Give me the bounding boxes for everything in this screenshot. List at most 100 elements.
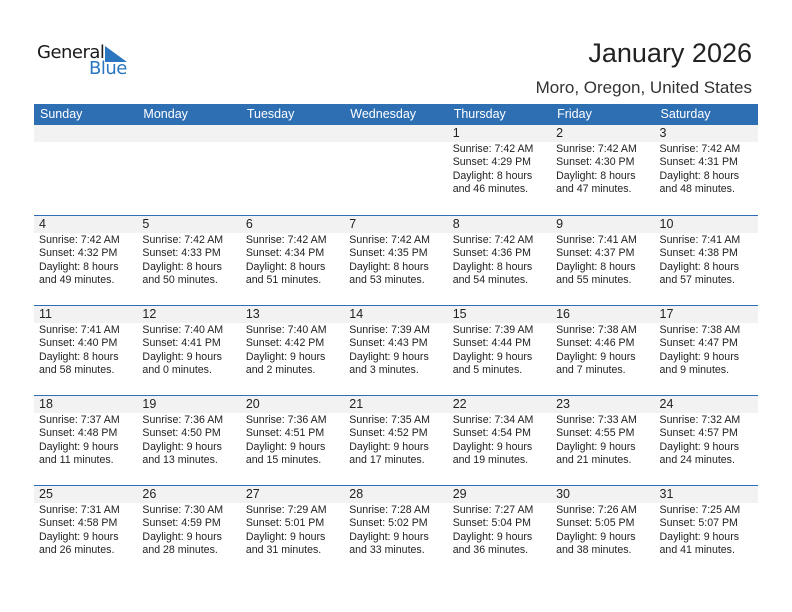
day-number: 17 (654, 306, 758, 323)
sunset-text: Sunset: 4:38 PM (659, 247, 738, 259)
daylight-text: and 50 minutes. (142, 274, 218, 286)
sunset-text: Sunset: 4:33 PM (142, 247, 221, 259)
daylight-text: Daylight: 9 hours (659, 440, 740, 453)
location-subtitle: Moro, Oregon, United States (535, 78, 752, 97)
daylight-text: and 51 minutes. (245, 274, 322, 286)
daylight-text: and 55 minutes. (556, 274, 632, 286)
daylight-text: Daylight: 9 hours (349, 530, 429, 543)
daylight-text: Daylight: 9 hours (556, 530, 636, 543)
sunset-text: Sunset: 4:59 PM (142, 517, 221, 529)
sunrise-text: Sunrise: 7:42 AM (39, 233, 120, 246)
daylight-text: and 11 minutes. (39, 454, 114, 466)
sunset-text: Sunset: 5:04 PM (452, 517, 532, 529)
week-row: 18 Sunrise: 7:37 AM Sunset: 4:48 PM Dayligh… (34, 395, 758, 485)
day-cell: 12 Sunrise: 7:40 AM Sunset: 4:41 PM Dayligh… (137, 306, 241, 395)
day-cell: 6 Sunrise: 7:42 AM Sunset: 4:34 PM Daylight… (240, 216, 345, 305)
daylight-text: and 49 minutes. (39, 274, 115, 286)
sunrise-text: Sunrise: 7:41 AM (39, 323, 120, 336)
day-number: 21 (344, 396, 448, 413)
daylight-text: and 24 minutes. (659, 454, 735, 466)
day-number: 7 (344, 216, 448, 233)
daylight-text: and 53 minutes. (349, 274, 425, 286)
logo-word-general: General (37, 42, 105, 63)
sunset-text: Sunset: 5:07 PM (659, 517, 738, 529)
day-cell: 15 Sunrise: 7:39 AM Sunset: 4:44 PM Dayligh… (447, 306, 552, 395)
sunrise-text: Sunrise: 7:40 AM (142, 323, 224, 336)
daylight-text: Daylight: 9 hours (349, 440, 429, 453)
day-cell: 5 Sunrise: 7:42 AM Sunset: 4:33 PM Daylight… (137, 216, 241, 305)
daylight-text: and 19 minutes. (452, 454, 529, 466)
daylight-text: Daylight: 8 hours (39, 260, 119, 273)
day-number: 13 (240, 306, 345, 323)
sunrise-text: Sunrise: 7:34 AM (452, 413, 534, 426)
daylight-text: and 15 minutes. (245, 454, 322, 466)
day-number (34, 125, 138, 142)
daylight-text: Daylight: 8 hours (245, 260, 326, 273)
day-info: Sunrise: 7:42 AM Sunset: 4:36 PM Daylight:… (448, 233, 551, 288)
daylight-text: Daylight: 8 hours (349, 260, 429, 273)
daylight-text: and 13 minutes. (142, 454, 218, 466)
sunset-text: Sunset: 5:01 PM (245, 517, 325, 529)
daylight-text: and 48 minutes. (659, 183, 735, 195)
daylight-text: Daylight: 8 hours (142, 260, 222, 273)
sunrise-text: Sunrise: 7:37 AM (39, 413, 120, 426)
empty-day-cell (137, 125, 241, 215)
day-number: 24 (654, 396, 758, 413)
day-cell: 24 Sunrise: 7:32 AM Sunset: 4:57 PM Dayligh… (654, 396, 758, 485)
sunset-text: Sunset: 4:29 PM (452, 156, 532, 168)
empty-day-cell (34, 125, 138, 215)
day-cell: 21 Sunrise: 7:35 AM Sunset: 4:52 PM Dayligh… (344, 396, 448, 485)
day-number: 10 (654, 216, 758, 233)
day-number: 20 (240, 396, 345, 413)
sunset-text: Sunset: 4:51 PM (245, 427, 325, 439)
day-cell: 8 Sunrise: 7:42 AM Sunset: 4:36 PM Daylight… (447, 216, 552, 305)
empty-day-cell (344, 125, 448, 215)
sunrise-text: Sunrise: 7:38 AM (556, 323, 637, 336)
day-cell: 1 Sunrise: 7:42 AM Sunset: 4:29 PM Daylight… (447, 125, 552, 215)
day-cell: 14 Sunrise: 7:39 AM Sunset: 4:43 PM Dayligh… (344, 306, 448, 395)
day-cell: 22 Sunrise: 7:34 AM Sunset: 4:54 PM Dayligh… (447, 396, 552, 485)
sunset-text: Sunset: 4:47 PM (659, 337, 738, 349)
daylight-text: and 36 minutes. (452, 544, 529, 556)
day-number: 19 (137, 396, 241, 413)
day-number (240, 125, 345, 142)
sunrise-text: Sunrise: 7:41 AM (556, 233, 637, 246)
day-info: Sunrise: 7:37 AM Sunset: 4:48 PM Daylight:… (34, 413, 137, 468)
daylight-text: and 2 minutes. (245, 364, 316, 376)
day-info: Sunrise: 7:42 AM Sunset: 4:33 PM Daylight:… (137, 233, 240, 288)
day-info: Sunrise: 7:40 AM Sunset: 4:41 PM Daylight:… (137, 323, 240, 378)
day-info: Sunrise: 7:38 AM Sunset: 4:46 PM Daylight:… (551, 323, 654, 378)
day-number: 2 (551, 125, 655, 142)
sunset-text: Sunset: 4:52 PM (349, 427, 428, 439)
daylight-text: and 28 minutes. (142, 544, 218, 556)
day-info: Sunrise: 7:42 AM Sunset: 4:34 PM Daylight:… (241, 233, 344, 288)
daylight-text: Daylight: 8 hours (556, 260, 636, 273)
sunset-text: Sunset: 4:30 PM (556, 156, 635, 168)
sunrise-text: Sunrise: 7:25 AM (659, 503, 741, 516)
daylight-text: Daylight: 9 hours (39, 530, 119, 543)
day-number: 15 (447, 306, 552, 323)
sunrise-text: Sunrise: 7:39 AM (452, 323, 534, 336)
day-info: Sunrise: 7:42 AM Sunset: 4:31 PM Daylight:… (655, 142, 758, 197)
daylight-text: Daylight: 8 hours (556, 169, 636, 182)
day-number: 23 (551, 396, 655, 413)
daylight-text: and 21 minutes. (556, 454, 632, 466)
sunrise-text: Sunrise: 7:40 AM (245, 323, 327, 336)
day-cell: 10 Sunrise: 7:41 AM Sunset: 4:38 PM Dayligh… (654, 216, 758, 305)
day-info: Sunrise: 7:42 AM Sunset: 4:29 PM Daylight:… (448, 142, 551, 197)
day-cell: 13 Sunrise: 7:40 AM Sunset: 4:42 PM Dayligh… (240, 306, 345, 395)
week-row: 25 Sunrise: 7:31 AM Sunset: 4:58 PM Dayligh… (34, 485, 758, 575)
sunset-text: Sunset: 5:02 PM (349, 517, 428, 529)
day-number: 16 (551, 306, 655, 323)
sunset-text: Sunset: 4:35 PM (349, 247, 428, 259)
day-number: 4 (34, 216, 138, 233)
sunset-text: Sunset: 4:32 PM (39, 247, 118, 259)
day-cell: 16 Sunrise: 7:38 AM Sunset: 4:46 PM Dayligh… (551, 306, 655, 395)
sunrise-text: Sunrise: 7:28 AM (349, 503, 430, 516)
sunset-text: Sunset: 4:41 PM (142, 337, 221, 349)
daylight-text: Daylight: 9 hours (452, 440, 533, 453)
day-info: Sunrise: 7:35 AM Sunset: 4:52 PM Daylight:… (344, 413, 447, 468)
day-info: Sunrise: 7:36 AM Sunset: 4:51 PM Daylight:… (241, 413, 344, 468)
day-number: 1 (447, 125, 552, 142)
daylight-text: Daylight: 9 hours (556, 440, 636, 453)
